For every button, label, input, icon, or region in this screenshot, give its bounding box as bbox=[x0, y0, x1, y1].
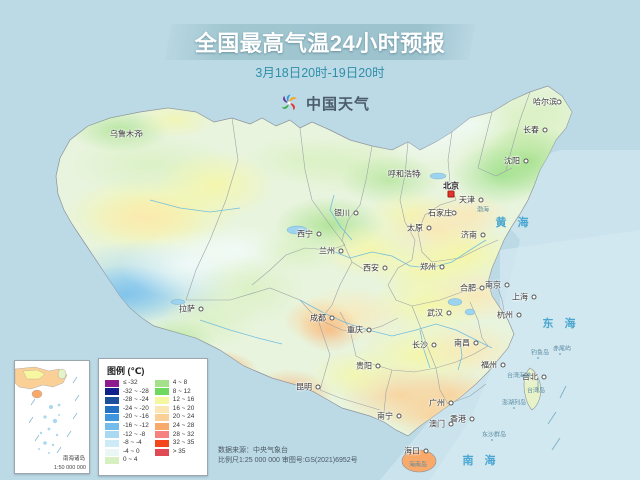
forecast-period-subtitle: 3月18日20时-19日20时 bbox=[255, 66, 385, 80]
inset-map-label: 南海诸岛 bbox=[62, 456, 85, 462]
legend-row: 4 ~ 8 bbox=[154, 379, 195, 388]
legend-range-label: -20 ~ -16 bbox=[123, 413, 149, 421]
legend-range-label: ≤ -32 bbox=[123, 379, 138, 386]
brand-name: 中国天气 bbox=[306, 95, 371, 113]
legend-row: -8 ~ -4 bbox=[105, 439, 149, 448]
legend-color-swatch bbox=[105, 439, 119, 447]
inset-map-scale: 1:50 000 000 bbox=[53, 465, 86, 471]
hainan-island bbox=[401, 449, 437, 473]
legend-range-label: 0 ~ 4 bbox=[123, 456, 138, 464]
south-sea-features bbox=[491, 353, 567, 451]
south-china-sea-inset-map: 南海诸岛 1:50 000 000 bbox=[14, 360, 90, 474]
legend-range-label: 28 ~ 32 bbox=[172, 430, 195, 438]
legend-row: 24 ~ 28 bbox=[154, 421, 195, 431]
brand-logo: 中国天气 bbox=[278, 92, 370, 114]
legend-title: 图例 (℃) bbox=[107, 366, 145, 376]
legend-color-swatch bbox=[154, 379, 169, 387]
legend-color-swatch bbox=[105, 405, 119, 413]
legend-row: 0 ~ 4 bbox=[105, 456, 149, 465]
legend-color-swatch bbox=[105, 431, 119, 439]
legend-row: 8 ~ 12 bbox=[154, 387, 195, 397]
legend-range-label: -8 ~ -4 bbox=[123, 439, 142, 447]
legend-range-label: -12 ~ -8 bbox=[123, 430, 146, 438]
legend-range-label: 32 ~ 35 bbox=[172, 439, 195, 447]
inset-map-graphic bbox=[15, 361, 89, 473]
legend-row: 20 ~ 24 bbox=[154, 413, 195, 422]
legend-color-swatch bbox=[105, 396, 119, 404]
legend-row: > 35 bbox=[154, 447, 195, 457]
rivers bbox=[149, 194, 493, 371]
legend-row: -28 ~ -24 bbox=[105, 396, 149, 405]
legend-row: -20 ~ -16 bbox=[105, 413, 149, 422]
legend-range-label: 20 ~ 24 bbox=[172, 413, 195, 421]
legend-color-swatch bbox=[154, 396, 169, 404]
legend-color-swatch bbox=[154, 448, 169, 456]
legend-row: 28 ~ 32 bbox=[154, 430, 195, 440]
legend-range-label: -4 ~ 0 bbox=[123, 447, 140, 455]
legend-color-swatch bbox=[105, 379, 119, 387]
legend-color-swatch bbox=[105, 448, 119, 456]
legend-row: 32 ~ 35 bbox=[154, 439, 195, 448]
legend-color-swatch bbox=[154, 414, 169, 422]
scale-approval-line: 比例尺1:25 000 000 审图号:GS(2021)6952号 bbox=[218, 457, 358, 464]
legend-range-label: 8 ~ 12 bbox=[172, 387, 191, 395]
legend-range-label: > 35 bbox=[172, 447, 186, 455]
legend-range-label: -24 ~ -20 bbox=[123, 404, 149, 412]
legend-row: -4 ~ 0 bbox=[105, 448, 149, 457]
data-source-line: 数据来源：中央气象台 bbox=[218, 447, 288, 454]
source-credits: 数据来源：中央气象台 比例尺1:25 000 000 审图号:GS(2021)6… bbox=[218, 446, 358, 466]
legend-color-swatch bbox=[154, 405, 169, 413]
legend-range-label: -28 ~ -24 bbox=[123, 396, 149, 404]
legend-row: 12 ~ 16 bbox=[154, 396, 195, 405]
legend-color-swatch bbox=[105, 388, 119, 396]
legend-row: -12 ~ -8 bbox=[105, 431, 149, 440]
legend-color-swatch bbox=[105, 457, 119, 465]
legend-color-swatch bbox=[105, 414, 119, 422]
legend-color-swatch bbox=[154, 439, 169, 447]
legend-range-label: 12 ~ 16 bbox=[172, 396, 195, 404]
legend-column-left: ≤ -32 -32 ~ -28 -28 ~ -24 -24 ~ -20 -20 ~ -1… bbox=[105, 379, 149, 465]
legend-panel: 图例 (℃) ≤ -32 -32 ~ -28 -28 ~ -24 -24 ~ -20-… bbox=[98, 358, 208, 476]
legend-color-swatch bbox=[154, 422, 169, 430]
legend-color-swatch bbox=[154, 388, 169, 396]
province-borders bbox=[185, 91, 531, 413]
legend-row: -24 ~ -20 bbox=[105, 405, 149, 414]
legend-range-label: 24 ~ 28 bbox=[172, 421, 195, 429]
legend-row: -16 ~ -12 bbox=[105, 422, 149, 431]
legend-row: 16 ~ 20 bbox=[154, 404, 195, 414]
legend-range-label: -32 ~ -28 bbox=[123, 387, 149, 395]
legend-range-label: -16 ~ -12 bbox=[123, 421, 149, 429]
taiwan-island bbox=[523, 367, 542, 411]
legend-color-swatch bbox=[105, 422, 119, 430]
pinwheel-logo-icon bbox=[281, 94, 297, 111]
legend-row: ≤ -32 bbox=[105, 379, 149, 388]
page-title: 全国最高气温24小时预报 bbox=[194, 31, 446, 56]
legend-color-swatch bbox=[154, 431, 169, 439]
deep-water-tint bbox=[430, 230, 640, 480]
legend-range-label: 16 ~ 20 bbox=[172, 404, 195, 412]
legend-range-label: 4 ~ 8 bbox=[172, 379, 188, 386]
legend-row: -32 ~ -28 bbox=[105, 388, 149, 397]
lakes bbox=[170, 172, 476, 316]
